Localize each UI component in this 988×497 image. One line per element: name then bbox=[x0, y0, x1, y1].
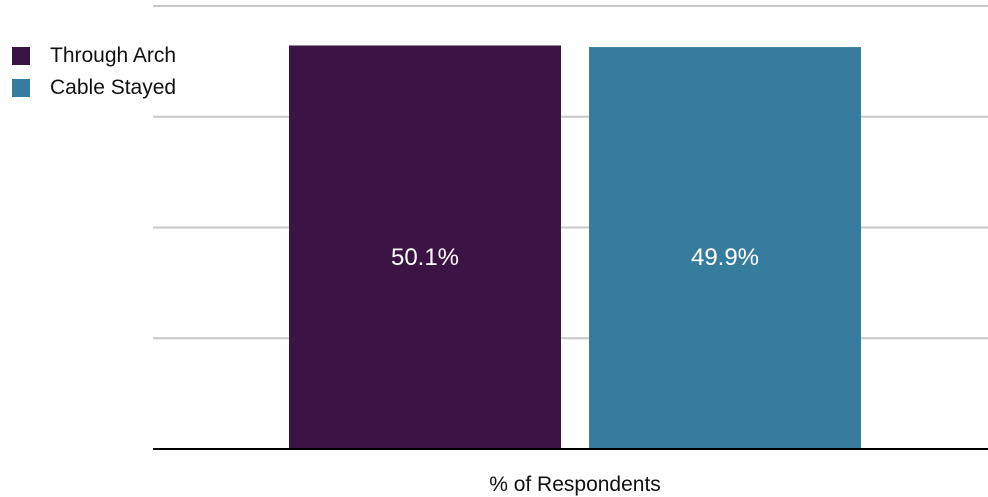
legend-swatch bbox=[12, 47, 30, 65]
bar-value-label: 49.9% bbox=[691, 244, 759, 271]
legend-item-through-arch: Through Arch bbox=[12, 40, 176, 72]
bars bbox=[289, 45, 861, 449]
x-axis-title: % of Respondents bbox=[489, 473, 661, 496]
bar-labels: 50.1% 49.9% bbox=[391, 244, 759, 271]
legend: Through Arch Cable Stayed bbox=[12, 40, 176, 104]
legend-item-cable-stayed: Cable Stayed bbox=[12, 72, 176, 104]
bar-cable-stayed bbox=[589, 47, 861, 449]
gridlines bbox=[153, 5, 988, 340]
legend-label: Through Arch bbox=[50, 44, 177, 67]
legend-swatch bbox=[12, 79, 30, 97]
bar-through-arch bbox=[289, 45, 561, 449]
bar-value-label: 50.1% bbox=[391, 244, 459, 271]
legend-label: Cable Stayed bbox=[50, 76, 177, 99]
